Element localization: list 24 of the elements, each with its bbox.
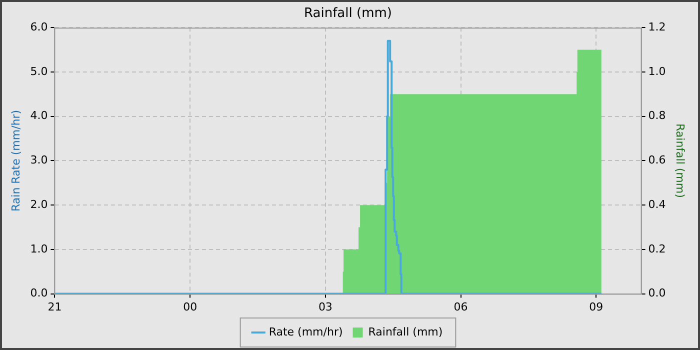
- x-tick-label: 06: [454, 300, 468, 314]
- y-tick-label: 0.0: [30, 286, 48, 300]
- x-tick-label: 00: [183, 300, 198, 314]
- y2-tick-label: 0.0: [648, 286, 666, 300]
- y2-axis-title: Rainfall (mm): [674, 123, 687, 198]
- y2-tick-label: 0.6: [648, 154, 666, 167]
- y2-tick-label: 0.4: [648, 198, 666, 211]
- x-tick-label: 09: [589, 300, 604, 314]
- y-tick-label: 2.0: [30, 198, 48, 211]
- legend-label: Rainfall (mm): [368, 325, 443, 338]
- legend-label: Rate (mm/hr): [268, 325, 343, 338]
- y-tick-label: 6.0: [30, 20, 48, 34]
- y2-tick-label: 0.8: [648, 109, 666, 122]
- x-tick-label: 21: [48, 300, 62, 314]
- y2-tick-label: 1.0: [648, 64, 666, 78]
- y-tick-label: 3.0: [30, 154, 48, 167]
- y2-tick-label: 1.2: [648, 20, 666, 34]
- chart-title: Rainfall (mm): [304, 6, 392, 22]
- y-tick-label: 5.0: [30, 64, 48, 78]
- y-tick-label: 4.0: [30, 109, 48, 122]
- y2-tick-label: 0.2: [648, 242, 666, 256]
- x-tick-label: 03: [318, 300, 332, 314]
- y-axis-title: Rain Rate (mm/hr): [9, 110, 22, 212]
- y-tick-label: 1.0: [30, 242, 48, 256]
